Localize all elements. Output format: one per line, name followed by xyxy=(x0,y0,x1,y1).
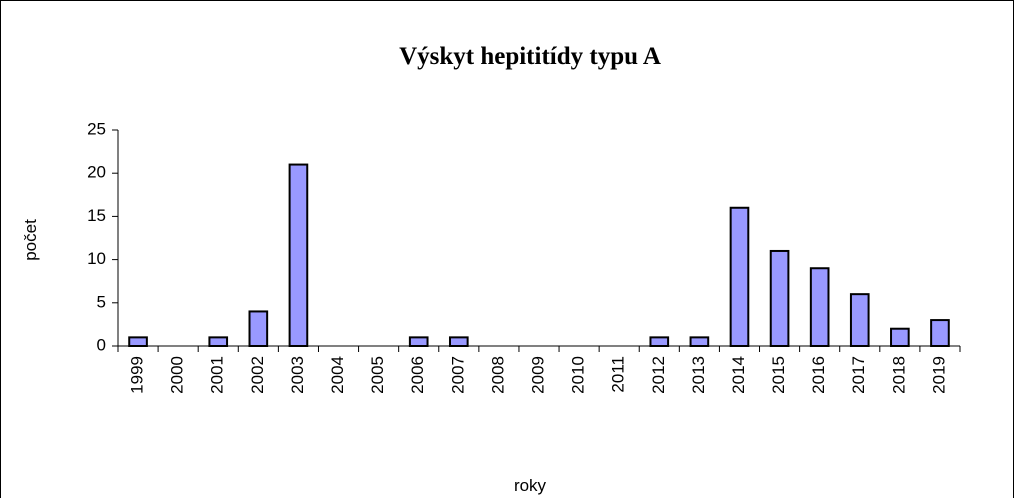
bar xyxy=(689,336,710,347)
x-tick-label: 2005 xyxy=(368,356,387,394)
x-tick-label: 2009 xyxy=(528,356,547,394)
chart-title: Výskyt hepititídy typu A xyxy=(399,43,661,70)
x-tick-label: 2006 xyxy=(408,356,427,394)
x-tick-label: 2010 xyxy=(569,356,588,394)
x-tick-label: 2014 xyxy=(729,356,748,394)
y-tick-label: 5 xyxy=(97,292,106,311)
bar xyxy=(248,310,269,348)
y-tick-label: 15 xyxy=(87,206,106,225)
bar xyxy=(849,293,870,348)
bar xyxy=(890,327,910,348)
x-tick-label: 2011 xyxy=(609,356,628,393)
x-tick-label: 2001 xyxy=(208,356,227,394)
bar xyxy=(649,336,670,347)
y-tick-label: 20 xyxy=(87,163,106,182)
bar xyxy=(128,336,148,347)
x-tick-label: 2018 xyxy=(889,356,908,394)
y-tick-label: 10 xyxy=(87,249,106,268)
bar xyxy=(930,319,950,347)
x-tick-label: 2004 xyxy=(328,356,347,394)
x-tick-label: 2016 xyxy=(809,356,828,394)
x-axis-label: roky xyxy=(514,476,547,495)
y-tick-label: 25 xyxy=(87,119,106,138)
x-tick-label: 2003 xyxy=(288,356,307,394)
bar xyxy=(408,336,429,347)
x-tick-label: 2002 xyxy=(248,356,267,394)
bar xyxy=(729,206,750,347)
x-tick-label: 1999 xyxy=(128,356,147,394)
x-tick-label: 2008 xyxy=(488,356,507,394)
x-tick-label: 2000 xyxy=(168,356,187,394)
x-tick-label: 2012 xyxy=(649,356,668,394)
x-tick-label: 2013 xyxy=(689,356,708,394)
bar xyxy=(288,163,309,347)
x-tick-label: 2017 xyxy=(849,356,868,394)
x-tick-label: 2015 xyxy=(769,356,788,394)
x-tick-label: 2007 xyxy=(448,356,467,394)
bar xyxy=(448,336,469,347)
bar xyxy=(208,336,229,347)
y-axis-label: počet xyxy=(21,219,40,261)
bar xyxy=(809,267,830,347)
bar xyxy=(769,249,790,348)
x-tick-label: 2019 xyxy=(929,356,948,394)
y-tick-label: 0 xyxy=(97,335,106,354)
